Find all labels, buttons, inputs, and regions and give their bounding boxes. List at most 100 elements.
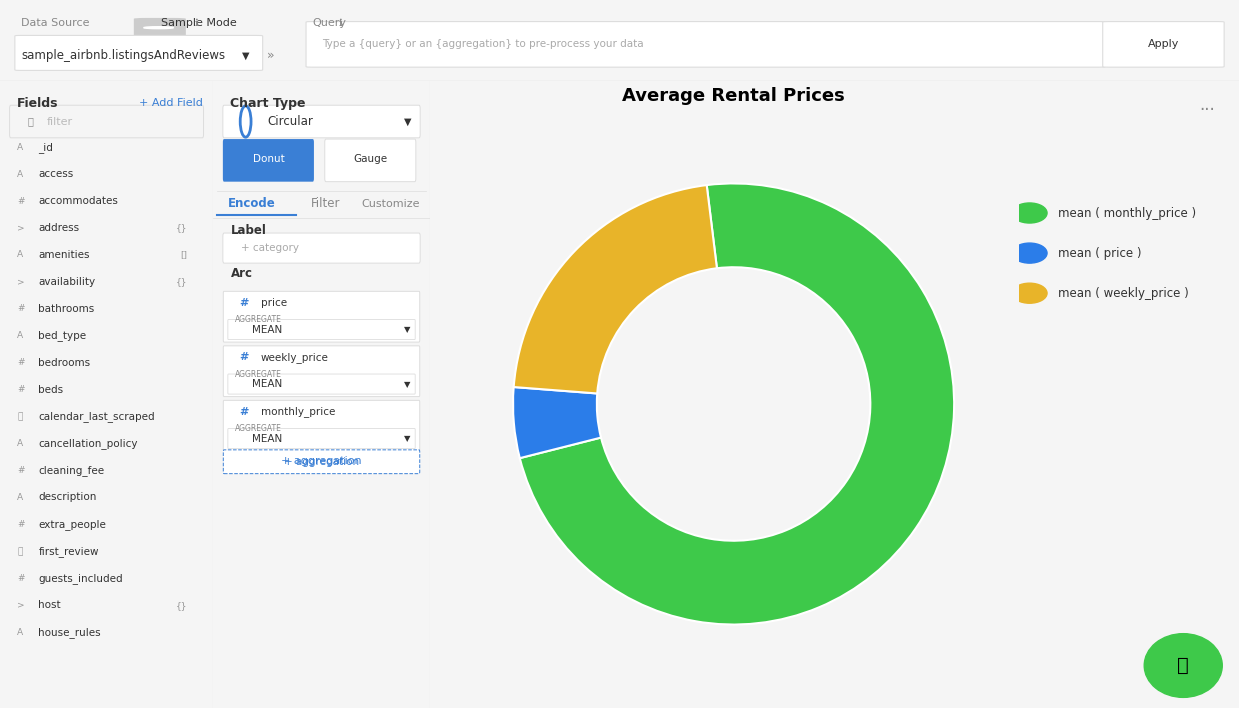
FancyBboxPatch shape xyxy=(223,450,420,474)
Text: 📅: 📅 xyxy=(17,547,22,556)
Text: {}: {} xyxy=(176,278,187,287)
Text: mean ( monthly_price ): mean ( monthly_price ) xyxy=(1058,207,1196,219)
FancyBboxPatch shape xyxy=(228,319,415,340)
Text: amenities: amenities xyxy=(38,250,90,260)
Text: A: A xyxy=(17,331,24,341)
Text: A: A xyxy=(17,493,24,502)
Text: + Add Field: + Add Field xyxy=(139,98,202,108)
Text: sample_airbnb.listingsAndReviews: sample_airbnb.listingsAndReviews xyxy=(21,49,225,62)
Title: Average Rental Prices: Average Rental Prices xyxy=(622,86,845,105)
Text: cleaning_fee: cleaning_fee xyxy=(38,465,104,476)
Text: AGGREGATE: AGGREGATE xyxy=(234,370,281,379)
Text: _id: _id xyxy=(38,142,53,153)
Text: #: # xyxy=(17,385,25,394)
Text: »: » xyxy=(266,49,274,62)
Text: bed_type: bed_type xyxy=(38,331,87,341)
Text: Encode: Encode xyxy=(228,197,276,210)
Text: A: A xyxy=(17,251,24,260)
FancyBboxPatch shape xyxy=(15,35,263,70)
Text: {}: {} xyxy=(176,601,187,610)
Wedge shape xyxy=(513,387,601,458)
Text: bathrooms: bathrooms xyxy=(38,304,94,314)
Text: bedrooms: bedrooms xyxy=(38,358,90,367)
Text: MEAN: MEAN xyxy=(253,324,282,335)
Text: Fields: Fields xyxy=(17,97,58,110)
Text: #: # xyxy=(17,197,25,205)
Text: 📅: 📅 xyxy=(17,412,22,421)
Text: Circular: Circular xyxy=(268,115,313,128)
FancyBboxPatch shape xyxy=(1103,21,1224,67)
FancyBboxPatch shape xyxy=(325,139,416,182)
Text: A: A xyxy=(17,628,24,636)
Text: access: access xyxy=(38,169,73,179)
Text: weekly_price: weekly_price xyxy=(260,352,328,362)
Text: #: # xyxy=(17,573,25,583)
Circle shape xyxy=(1012,283,1047,303)
Text: address: address xyxy=(38,223,79,233)
Text: extra_people: extra_people xyxy=(38,519,107,530)
FancyBboxPatch shape xyxy=(306,21,1105,67)
Text: A: A xyxy=(17,170,24,178)
Text: Label: Label xyxy=(230,224,266,237)
Circle shape xyxy=(144,27,173,28)
Text: Sample Mode: Sample Mode xyxy=(161,18,237,28)
Text: filter: filter xyxy=(47,117,73,127)
Text: ···: ··· xyxy=(1199,101,1214,119)
Text: #: # xyxy=(17,520,25,529)
Text: 🔍: 🔍 xyxy=(27,117,33,127)
Text: description: description xyxy=(38,493,97,503)
FancyBboxPatch shape xyxy=(228,428,415,449)
FancyBboxPatch shape xyxy=(223,105,420,138)
Text: Type a {query} or an {aggregation} to pre-process your data: Type a {query} or an {aggregation} to pr… xyxy=(322,39,644,49)
FancyBboxPatch shape xyxy=(134,18,186,38)
Text: A: A xyxy=(17,143,24,152)
FancyBboxPatch shape xyxy=(228,374,415,394)
Text: ▼: ▼ xyxy=(242,50,249,60)
FancyBboxPatch shape xyxy=(10,105,203,138)
Text: #: # xyxy=(239,352,249,362)
Text: calendar_last_scraped: calendar_last_scraped xyxy=(38,411,155,422)
Text: monthly_price: monthly_price xyxy=(260,406,336,417)
Text: MEAN: MEAN xyxy=(253,433,282,444)
Text: cancellation_policy: cancellation_policy xyxy=(38,438,138,449)
Text: Apply: Apply xyxy=(1147,39,1180,49)
Text: price: price xyxy=(260,297,287,307)
Text: + aggregation: + aggregation xyxy=(284,457,359,467)
Text: guests_included: guests_included xyxy=(38,573,123,584)
Text: {}: {} xyxy=(176,224,187,232)
Text: #: # xyxy=(17,358,25,367)
Circle shape xyxy=(1012,243,1047,263)
Text: host: host xyxy=(38,600,61,610)
Text: ℹ: ℹ xyxy=(195,18,198,28)
Text: beds: beds xyxy=(38,384,63,394)
Text: Gauge: Gauge xyxy=(353,154,388,164)
Text: ▼: ▼ xyxy=(404,325,410,334)
Text: >: > xyxy=(17,224,25,232)
Text: mean ( weekly_price ): mean ( weekly_price ) xyxy=(1058,287,1188,299)
Text: + aggregation: + aggregation xyxy=(281,455,362,465)
Text: ▼: ▼ xyxy=(404,434,410,443)
Text: #: # xyxy=(239,297,249,307)
Text: ▼: ▼ xyxy=(404,379,410,389)
Text: A: A xyxy=(17,439,24,448)
Text: Customize: Customize xyxy=(362,199,420,209)
Text: house_rules: house_rules xyxy=(38,627,102,638)
Text: 💬: 💬 xyxy=(1177,656,1189,675)
FancyBboxPatch shape xyxy=(223,400,420,451)
Wedge shape xyxy=(520,183,954,624)
Text: Query: Query xyxy=(312,18,346,28)
Circle shape xyxy=(1012,203,1047,223)
FancyBboxPatch shape xyxy=(223,139,313,182)
Text: ℹ: ℹ xyxy=(338,18,342,28)
Text: AGGREGATE: AGGREGATE xyxy=(234,315,281,324)
Text: []: [] xyxy=(181,251,187,260)
Text: #: # xyxy=(239,406,249,416)
Text: Donut: Donut xyxy=(253,154,284,164)
Text: mean ( price ): mean ( price ) xyxy=(1058,246,1141,260)
FancyBboxPatch shape xyxy=(223,346,420,396)
Text: Data Source: Data Source xyxy=(21,18,89,28)
Text: accommodates: accommodates xyxy=(38,196,118,206)
Text: first_review: first_review xyxy=(38,546,99,556)
Text: availability: availability xyxy=(38,277,95,287)
Wedge shape xyxy=(514,185,717,394)
